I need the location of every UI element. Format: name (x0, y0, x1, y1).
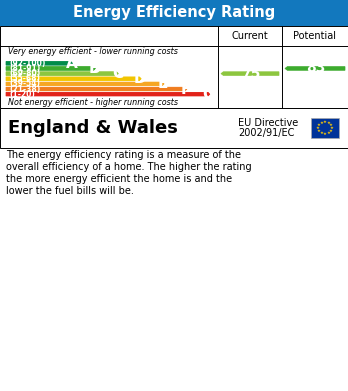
Text: ★: ★ (317, 129, 321, 133)
Text: G: G (203, 87, 215, 102)
Text: overall efficiency of a home. The higher the rating: overall efficiency of a home. The higher… (6, 162, 252, 172)
Text: (21-38): (21-38) (9, 84, 40, 93)
Text: A: A (66, 56, 78, 71)
Text: E: E (158, 76, 168, 91)
Text: ★: ★ (319, 131, 323, 135)
Text: ★: ★ (323, 132, 327, 136)
Polygon shape (221, 72, 279, 75)
Text: the more energy efficient the home is and the: the more energy efficient the home is an… (6, 174, 232, 184)
Text: The energy efficiency rating is a measure of the: The energy efficiency rating is a measur… (6, 150, 241, 160)
Text: ★: ★ (326, 131, 331, 135)
Text: Potential: Potential (293, 31, 337, 41)
Bar (311, 118, 339, 138)
Text: 75: 75 (241, 66, 260, 81)
Polygon shape (6, 72, 118, 75)
Text: ★: ★ (319, 121, 323, 125)
Polygon shape (285, 66, 345, 70)
Text: ★: ★ (316, 126, 320, 130)
Polygon shape (6, 92, 210, 96)
Text: F: F (181, 82, 191, 97)
Text: Energy Efficiency Rating: Energy Efficiency Rating (73, 5, 275, 20)
Text: (55-68): (55-68) (9, 74, 40, 83)
Text: ★: ★ (329, 129, 333, 133)
Text: (1-20): (1-20) (9, 90, 35, 99)
Bar (0, 26, 348, 108)
Text: ★: ★ (317, 123, 321, 127)
Polygon shape (6, 77, 141, 81)
Text: (81-91): (81-91) (9, 64, 40, 73)
Text: England & Wales: England & Wales (8, 119, 178, 137)
Text: ★: ★ (330, 126, 334, 130)
Polygon shape (6, 92, 210, 96)
Text: Very energy efficient - lower running costs: Very energy efficient - lower running co… (8, 47, 178, 56)
Text: EU Directive: EU Directive (238, 118, 298, 128)
Text: ★: ★ (329, 123, 333, 127)
Polygon shape (6, 82, 164, 86)
Polygon shape (6, 82, 164, 86)
Text: B: B (89, 61, 100, 76)
Text: Not energy efficient - higher running costs: Not energy efficient - higher running co… (8, 98, 178, 107)
Text: (39-54): (39-54) (9, 79, 40, 88)
Text: lower the fuel bills will be.: lower the fuel bills will be. (6, 186, 134, 196)
Polygon shape (6, 77, 141, 81)
Polygon shape (6, 87, 187, 91)
Polygon shape (6, 61, 73, 65)
Text: Current: Current (232, 31, 268, 41)
Text: D: D (134, 71, 147, 86)
Text: ★: ★ (326, 121, 331, 125)
Polygon shape (6, 87, 187, 91)
Polygon shape (6, 61, 73, 65)
Bar (0, 108, 348, 148)
Text: 2002/91/EC: 2002/91/EC (238, 128, 294, 138)
Text: 83: 83 (306, 61, 325, 75)
Polygon shape (6, 66, 95, 70)
Text: ★: ★ (323, 120, 327, 124)
Text: C: C (112, 66, 123, 81)
Polygon shape (6, 72, 118, 75)
Text: (92-100): (92-100) (9, 59, 45, 68)
Text: (69-80): (69-80) (9, 69, 40, 78)
Bar (0, 0, 348, 26)
Polygon shape (6, 66, 95, 70)
